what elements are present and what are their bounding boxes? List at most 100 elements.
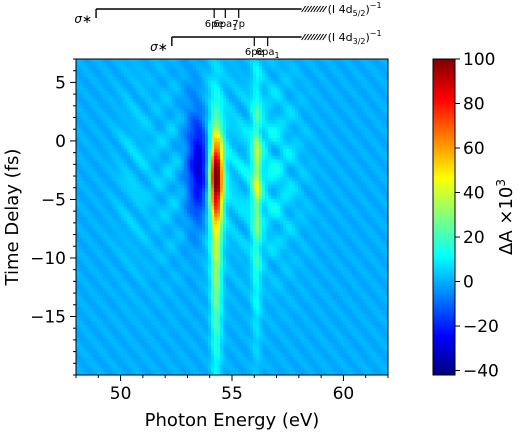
heatmap-cell bbox=[154, 84, 158, 89]
heatmap-cell bbox=[340, 177, 344, 182]
heatmap-cell bbox=[322, 141, 326, 146]
heatmap-cell bbox=[304, 191, 308, 197]
heatmap-cell bbox=[238, 181, 242, 186]
heatmap-cell bbox=[376, 159, 380, 164]
heatmap-cell bbox=[145, 188, 149, 193]
heatmap-cell bbox=[301, 105, 305, 110]
annotation-row1-hatch bbox=[301, 5, 307, 13]
heatmap-cell bbox=[139, 62, 143, 67]
heatmap-cell bbox=[274, 163, 278, 168]
heatmap-cell bbox=[151, 127, 155, 132]
heatmap-cell bbox=[88, 116, 92, 121]
heatmap-cell bbox=[262, 66, 266, 71]
heatmap-cell bbox=[229, 87, 233, 92]
heatmap-cell bbox=[193, 134, 197, 139]
heatmap-cell bbox=[358, 123, 362, 128]
heatmap-cell bbox=[298, 213, 302, 218]
heatmap-cell bbox=[250, 62, 254, 67]
heatmap-cell bbox=[307, 76, 311, 82]
heatmap-cell bbox=[352, 112, 356, 118]
heatmap-cell bbox=[301, 159, 305, 164]
heatmap-cell bbox=[199, 76, 203, 82]
heatmap-cell bbox=[295, 141, 299, 146]
heatmap-cell bbox=[154, 227, 158, 232]
heatmap-cell bbox=[154, 69, 158, 74]
heatmap-cell bbox=[376, 163, 380, 168]
heatmap-cell bbox=[211, 173, 215, 179]
heatmap-cell bbox=[370, 94, 374, 100]
heatmap-cell bbox=[379, 177, 383, 182]
heatmap-cell bbox=[103, 84, 107, 89]
heatmap-cell bbox=[322, 76, 326, 82]
heatmap-cell bbox=[112, 109, 116, 114]
heatmap-cell bbox=[352, 138, 356, 143]
heatmap-cell bbox=[382, 155, 386, 161]
heatmap-cell bbox=[145, 209, 149, 215]
heatmap-cell bbox=[268, 148, 272, 153]
heatmap-cell bbox=[334, 202, 338, 207]
heatmap-cell bbox=[112, 155, 116, 161]
heatmap-cell bbox=[112, 76, 116, 82]
heatmap-cell bbox=[151, 213, 155, 218]
heatmap-cell bbox=[346, 184, 350, 189]
heatmap-cell bbox=[217, 217, 221, 222]
heatmap-cell bbox=[250, 134, 254, 139]
heatmap-cell bbox=[178, 188, 182, 193]
heatmap-cell bbox=[295, 138, 299, 143]
heatmap-cell bbox=[277, 199, 281, 204]
heatmap-cell bbox=[331, 177, 335, 182]
heatmap-cell bbox=[133, 80, 137, 85]
heatmap-cell bbox=[157, 159, 161, 164]
heatmap-cell bbox=[217, 184, 221, 189]
heatmap-cell bbox=[250, 80, 254, 85]
heatmap-cell bbox=[202, 163, 206, 168]
heatmap-cell bbox=[247, 220, 251, 225]
heatmap-cell bbox=[142, 195, 146, 200]
heatmap-cell bbox=[139, 213, 143, 218]
heatmap-cell bbox=[247, 195, 251, 200]
heatmap-cell bbox=[166, 163, 170, 168]
heatmap-cell bbox=[220, 66, 224, 71]
heatmap-cell bbox=[160, 199, 164, 204]
heatmap-cell bbox=[187, 199, 191, 204]
heatmap-cell bbox=[322, 166, 326, 171]
heatmap-cell bbox=[217, 138, 221, 143]
heatmap-cell bbox=[298, 120, 302, 125]
heatmap-cell bbox=[106, 191, 110, 197]
heatmap-cell bbox=[217, 166, 221, 171]
heatmap-cell bbox=[193, 116, 197, 121]
heatmap-cell bbox=[112, 59, 116, 64]
heatmap-cell bbox=[181, 105, 185, 110]
heatmap-cell bbox=[337, 191, 341, 197]
heatmap-cell bbox=[277, 94, 281, 100]
heatmap-cell bbox=[223, 184, 227, 189]
heatmap-cell bbox=[160, 202, 164, 207]
heatmap-cell bbox=[121, 73, 125, 78]
heatmap-cell bbox=[124, 188, 128, 193]
heatmap-cell bbox=[196, 84, 200, 89]
heatmap-cell bbox=[313, 87, 317, 92]
heatmap-cell bbox=[298, 163, 302, 168]
heatmap-cell bbox=[298, 66, 302, 71]
heatmap-cell bbox=[175, 188, 179, 193]
heatmap-cell bbox=[298, 206, 302, 211]
heatmap-cell bbox=[214, 177, 218, 182]
heatmap-cell bbox=[169, 138, 173, 143]
heatmap-cell bbox=[346, 87, 350, 92]
heatmap-cell bbox=[187, 173, 191, 179]
heatmap-cell bbox=[166, 202, 170, 207]
heatmap-cell bbox=[154, 130, 158, 136]
heatmap-cell bbox=[130, 105, 134, 110]
heatmap-cell bbox=[301, 199, 305, 204]
heatmap-cell bbox=[262, 105, 266, 110]
heatmap-cell bbox=[103, 184, 107, 189]
heatmap-cell bbox=[259, 188, 263, 193]
heatmap-cell bbox=[94, 184, 98, 189]
heatmap-cell bbox=[214, 138, 218, 143]
heatmap-cell bbox=[214, 227, 218, 232]
heatmap-cell bbox=[202, 199, 206, 204]
heatmap-cell bbox=[121, 188, 125, 193]
heatmap-cell bbox=[328, 170, 332, 175]
heatmap-cell bbox=[337, 134, 341, 139]
heatmap-cell bbox=[226, 170, 230, 175]
